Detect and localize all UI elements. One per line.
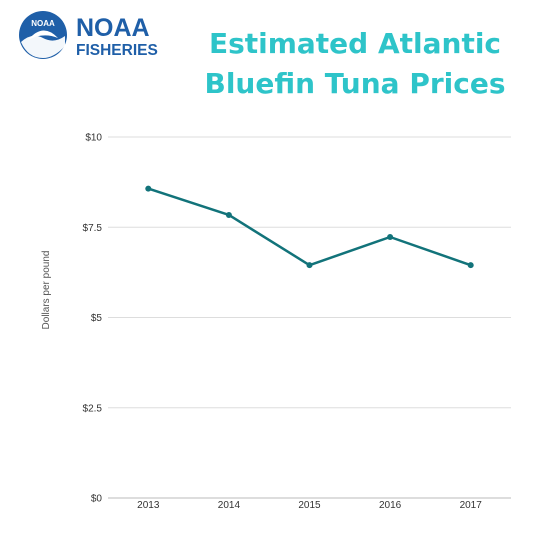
x-tick-label: 2016 [379, 500, 402, 511]
y-tick-label: $10 [85, 133, 102, 144]
data-point [145, 185, 152, 192]
y-tick-label: $7.5 [83, 223, 103, 234]
y-axis-tick-labels: $0 $2.5 $5 $7.5 $10 [83, 133, 103, 505]
data-point [306, 262, 313, 269]
x-tick-label: 2017 [460, 500, 483, 511]
emblem-wave [21, 35, 65, 58]
x-tick-label: 2013 [137, 500, 160, 511]
logo-line2: FISHERIES [76, 42, 158, 59]
y-tick-label: $2.5 [83, 403, 103, 414]
y-tick-label: $5 [91, 313, 103, 324]
data-point [387, 233, 394, 240]
chart-title-line-1: Estimated Atlantic [208, 27, 502, 60]
gridlines [108, 136, 511, 499]
emblem-text: NOAA [31, 19, 55, 28]
y-axis-label: Dollars per pound [41, 251, 52, 330]
x-axis-tick-labels: 2013 2014 2015 2016 2017 [137, 500, 482, 511]
series-layer [145, 185, 474, 269]
chart-title-line-2: Bluefin Tuna Prices [204, 67, 506, 100]
data-point [467, 262, 474, 269]
chart-title: Estimated Atlantic Bluefin Tuna Prices [190, 24, 520, 104]
noaa-fisheries-logo: NOAA NOAA FISHERIES [19, 11, 158, 59]
logo-line1: NOAA [76, 14, 150, 42]
y-tick-label: $0 [91, 494, 103, 505]
x-tick-label: 2015 [298, 500, 321, 511]
data-point [225, 211, 232, 218]
x-tick-label: 2014 [218, 500, 241, 511]
emblem-bird [28, 30, 58, 40]
